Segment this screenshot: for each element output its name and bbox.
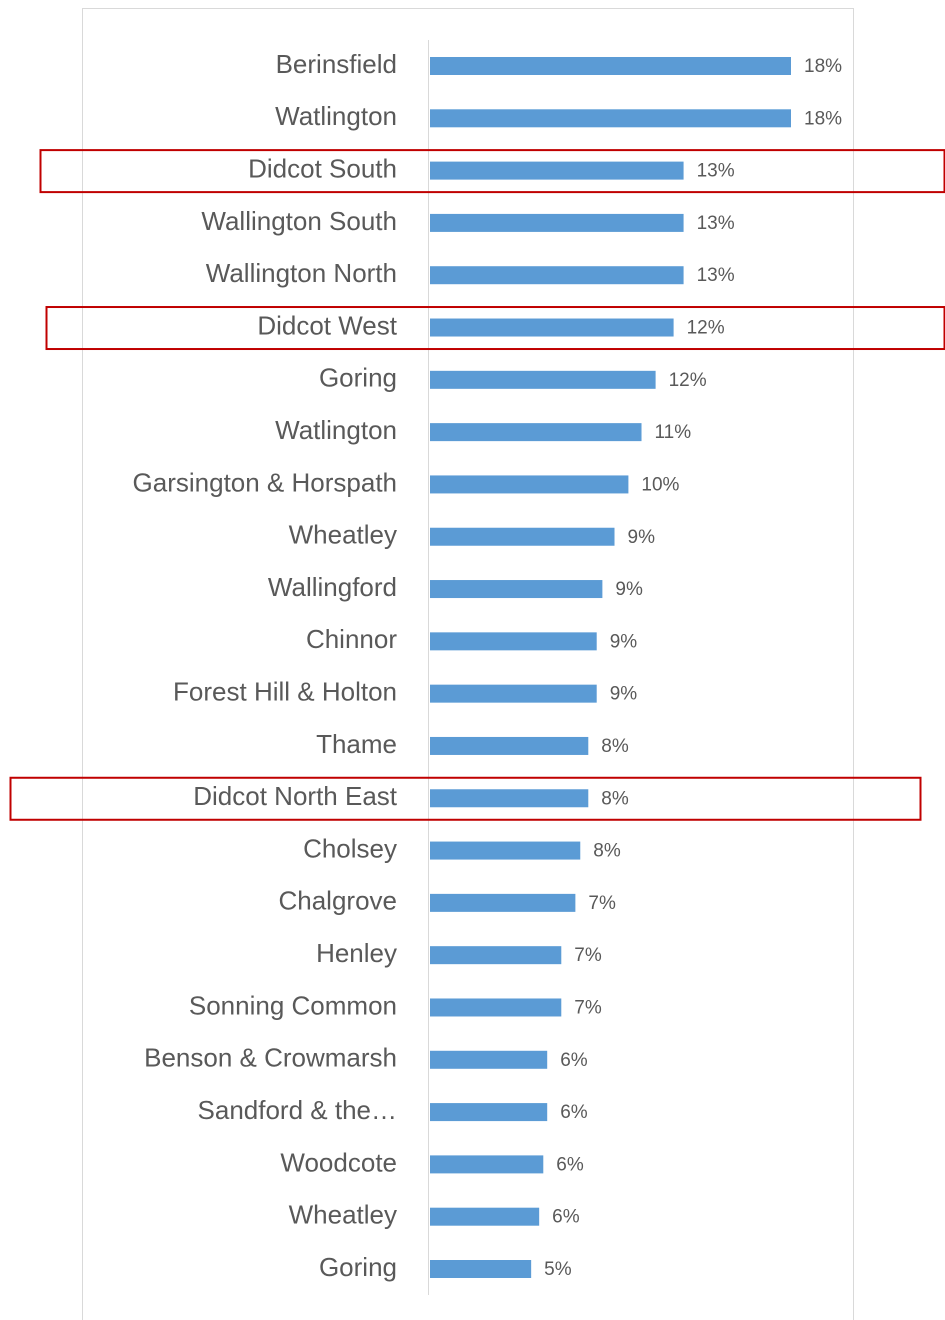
bar [430,1155,544,1174]
category-label: Forest Hill & Holton [173,677,397,707]
bar [430,684,597,703]
value-label: 8% [593,841,621,862]
category-label: Goring [319,363,397,393]
category-label: Chalgrove [278,886,397,916]
category-label: Berinsfield [276,49,397,79]
category-label: Wheatley [289,520,397,550]
value-label: 6% [560,1050,588,1071]
category-label: Goring [319,1252,397,1282]
value-label: 11% [655,422,692,443]
value-label: 9% [610,631,638,652]
category-label: Wallington South [201,206,397,236]
bar [430,580,603,599]
value-label: 18% [804,56,842,77]
value-label: 13% [697,213,735,234]
value-label: 6% [552,1207,580,1228]
category-label: Chinnor [306,624,397,654]
value-label: 8% [601,736,629,757]
value-label: 6% [556,1154,584,1175]
value-label: 9% [610,684,638,705]
highlight-box [9,776,922,821]
category-label: Didcot West [257,310,397,340]
bar [430,475,629,494]
bar [430,1260,532,1278]
bar [430,161,684,180]
value-label: 10% [641,474,679,495]
category-label: Didcot North East [193,781,398,811]
bar [430,318,674,337]
category-label: Wallingford [268,572,397,602]
bar [430,370,656,389]
category-label: Thame [316,729,397,759]
value-label: 12% [669,370,707,391]
value-label: 18% [804,108,842,129]
bar [430,946,562,965]
category-label: Henley [316,938,397,968]
category-label: Woodcote [280,1147,397,1177]
value-label: 9% [628,527,656,548]
bar [430,266,684,285]
category-label: Wheatley [289,1200,397,1230]
category-label: Watlington [275,415,397,445]
value-label: 13% [697,161,735,182]
bar [430,893,576,912]
value-label: 13% [697,265,735,286]
chart-frame [82,8,854,1320]
category-label: Cholsey [303,833,397,863]
category-label: Garsington & Horspath [133,467,397,497]
bar [430,109,791,128]
bar [430,423,642,442]
bar [430,57,791,75]
value-label: 9% [615,579,643,600]
bar [430,213,684,232]
category-label: Didcot South [248,153,397,183]
bar [430,789,589,808]
bar [430,736,589,755]
bar [430,998,562,1017]
category-label: Wallington North [206,258,397,288]
bar [430,1050,548,1069]
category-label: Sandford & the… [198,1095,397,1125]
bar [430,1103,548,1122]
value-label: 7% [588,893,616,914]
category-label: Benson & Crowmarsh [144,1043,397,1073]
bar [430,632,597,651]
value-label: 7% [574,945,602,966]
category-label: Sonning Common [189,990,397,1020]
bar [430,1207,540,1226]
value-label: 7% [574,997,602,1018]
value-label: 12% [687,318,725,339]
bar [430,527,615,546]
bar [430,841,581,860]
value-label: 5% [544,1259,572,1280]
value-label: 6% [560,1102,588,1123]
category-label: Watlington [275,101,397,131]
value-label: 8% [601,788,629,809]
